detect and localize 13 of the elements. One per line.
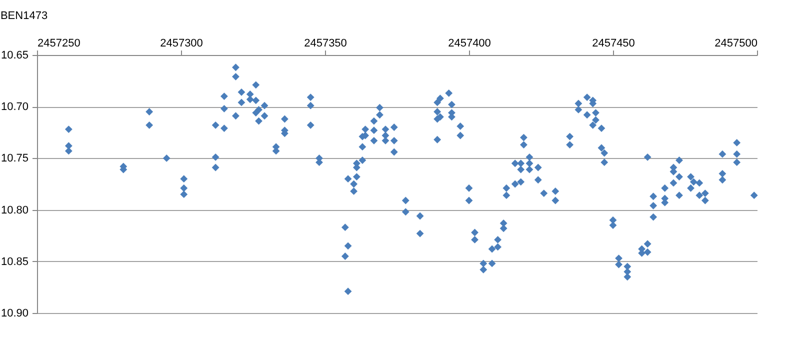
x-tick-label: 2457300 [160,38,203,50]
y-tick-label: 10.65 [0,50,28,62]
y-tick-label: 10.75 [0,152,28,165]
x-tick-label: 2457450 [592,38,635,50]
x-tick-label: 2457350 [304,38,347,50]
x-tick-label: 2457250 [38,38,80,50]
y-tick-label: 10.70 [0,101,28,114]
chart-title: BEN1473 [0,10,48,22]
y-tick-label: 10.80 [0,204,28,216]
x-tick-label: 2457400 [448,38,491,50]
x-tick-label: 2457500 [714,38,758,50]
y-tick-label: 10.90 [0,308,28,320]
y-tick-label: 10.85 [0,256,28,268]
